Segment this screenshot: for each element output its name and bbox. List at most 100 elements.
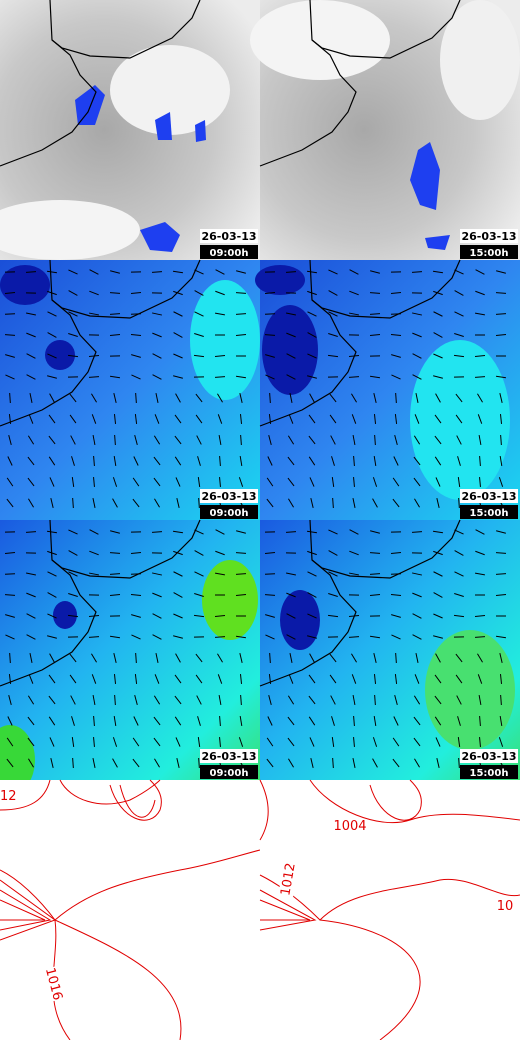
wind-arrow — [26, 353, 36, 359]
wind-arrow — [353, 455, 355, 467]
wind-arrow — [264, 313, 276, 315]
wind-arrow — [390, 313, 402, 315]
wind-arrow — [394, 673, 398, 685]
wind-arrow — [433, 613, 443, 619]
wind-arrow — [286, 374, 296, 380]
wind-arrow — [414, 414, 420, 424]
wind-arrow — [351, 414, 357, 424]
wind-arrow — [195, 414, 203, 424]
wind-arrow — [309, 477, 315, 487]
wind-arrow — [152, 634, 162, 640]
wind-arrow — [114, 694, 116, 706]
wind-arrow — [5, 614, 15, 618]
wind-arrow — [288, 414, 294, 424]
wind-arrow — [309, 653, 315, 663]
wind-arrow — [479, 715, 481, 727]
wind-arrow — [27, 435, 35, 445]
wind-arrow — [330, 695, 336, 705]
wind-arrow — [235, 594, 247, 596]
wind-arrow — [49, 477, 55, 487]
wind-arrow — [239, 455, 243, 467]
wind-arrow — [176, 758, 180, 768]
wind-arrow — [29, 653, 33, 663]
wind-arrow — [109, 292, 121, 294]
wind-arrow — [130, 334, 142, 336]
wind-arrow — [352, 758, 356, 768]
wind-arrow — [328, 550, 338, 556]
wind-arrow — [286, 572, 296, 576]
wind-arrow — [5, 354, 15, 358]
wind-arrow — [432, 530, 444, 534]
wind-arrow — [372, 737, 378, 747]
wind-arrow — [374, 694, 376, 706]
wind-arrow — [218, 694, 222, 706]
wind-arrow — [214, 615, 226, 617]
wind-arrow — [93, 455, 95, 467]
wind-arrows — [264, 269, 507, 509]
wind-arrow — [88, 355, 100, 357]
stamp-date-bg — [460, 489, 518, 503]
wind-arrow — [288, 758, 294, 768]
wind-arrow — [499, 413, 503, 425]
wind-arrow — [93, 736, 95, 748]
wind-arrow — [91, 393, 97, 403]
wind-arrow — [218, 434, 222, 446]
wind-arrow — [47, 613, 57, 619]
stamp-date: 26-03-13 — [461, 490, 516, 503]
wind-arrow — [414, 674, 420, 684]
wind-arrow — [266, 737, 274, 747]
wind-arrow — [4, 292, 16, 294]
wind-arrow — [264, 552, 276, 554]
wind-arrow — [309, 393, 315, 403]
wind-arrow — [394, 695, 398, 705]
wind-arrow — [4, 594, 16, 596]
wind-arrow — [113, 393, 117, 403]
wind-arrow — [92, 434, 96, 446]
wind-arrow — [48, 695, 56, 705]
wind-arrow — [239, 393, 243, 403]
wind-arrow — [269, 392, 271, 404]
wind-arrow — [151, 271, 163, 273]
wind-arrow — [328, 269, 338, 275]
wind-panel — [0, 519, 260, 795]
wind-arrow — [26, 592, 36, 598]
wind-arrow — [434, 414, 442, 424]
wind-arrow — [88, 312, 100, 316]
wind-arrow — [113, 715, 117, 727]
wind-arrow — [113, 673, 117, 685]
wind-arrow — [92, 498, 96, 508]
wind-arrow — [25, 531, 37, 533]
wind-arrow — [289, 393, 293, 403]
wind-arrow — [49, 653, 55, 663]
wind-arrow — [395, 392, 397, 404]
wind-arrow — [328, 332, 338, 338]
wind-arrow — [26, 332, 36, 338]
wind-arrow — [432, 270, 444, 274]
wind-arrow — [46, 530, 58, 534]
wind-arrow — [267, 716, 273, 726]
wind-arrow — [48, 716, 56, 726]
wind-arrow — [475, 269, 485, 275]
wind-arrow — [435, 653, 441, 663]
wind-arrow — [496, 530, 506, 534]
wind-arrow — [265, 354, 275, 358]
wind-arrow — [266, 498, 274, 508]
wind-arrow — [135, 392, 137, 404]
wind-arrow — [475, 290, 485, 296]
wind-arrow — [328, 592, 338, 598]
wind-arrow — [153, 456, 161, 466]
wind-arrow — [174, 414, 182, 424]
wind-arrow — [412, 374, 422, 380]
wind-arrow — [68, 529, 78, 535]
wind-arrow — [352, 694, 356, 706]
wind-arrow — [457, 456, 461, 466]
wind-arrow — [6, 758, 14, 768]
wind-arrow — [391, 634, 401, 640]
wind-arrow — [414, 498, 420, 508]
wind-arrow — [25, 271, 37, 273]
wind-arrow — [67, 354, 79, 358]
wind-arrow — [495, 292, 507, 294]
wind-arrow — [193, 354, 205, 358]
wind-arrow — [71, 456, 75, 466]
wind-arrow — [349, 529, 359, 535]
